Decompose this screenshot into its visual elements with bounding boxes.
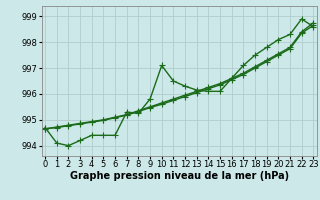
X-axis label: Graphe pression niveau de la mer (hPa): Graphe pression niveau de la mer (hPa) [70,171,289,181]
